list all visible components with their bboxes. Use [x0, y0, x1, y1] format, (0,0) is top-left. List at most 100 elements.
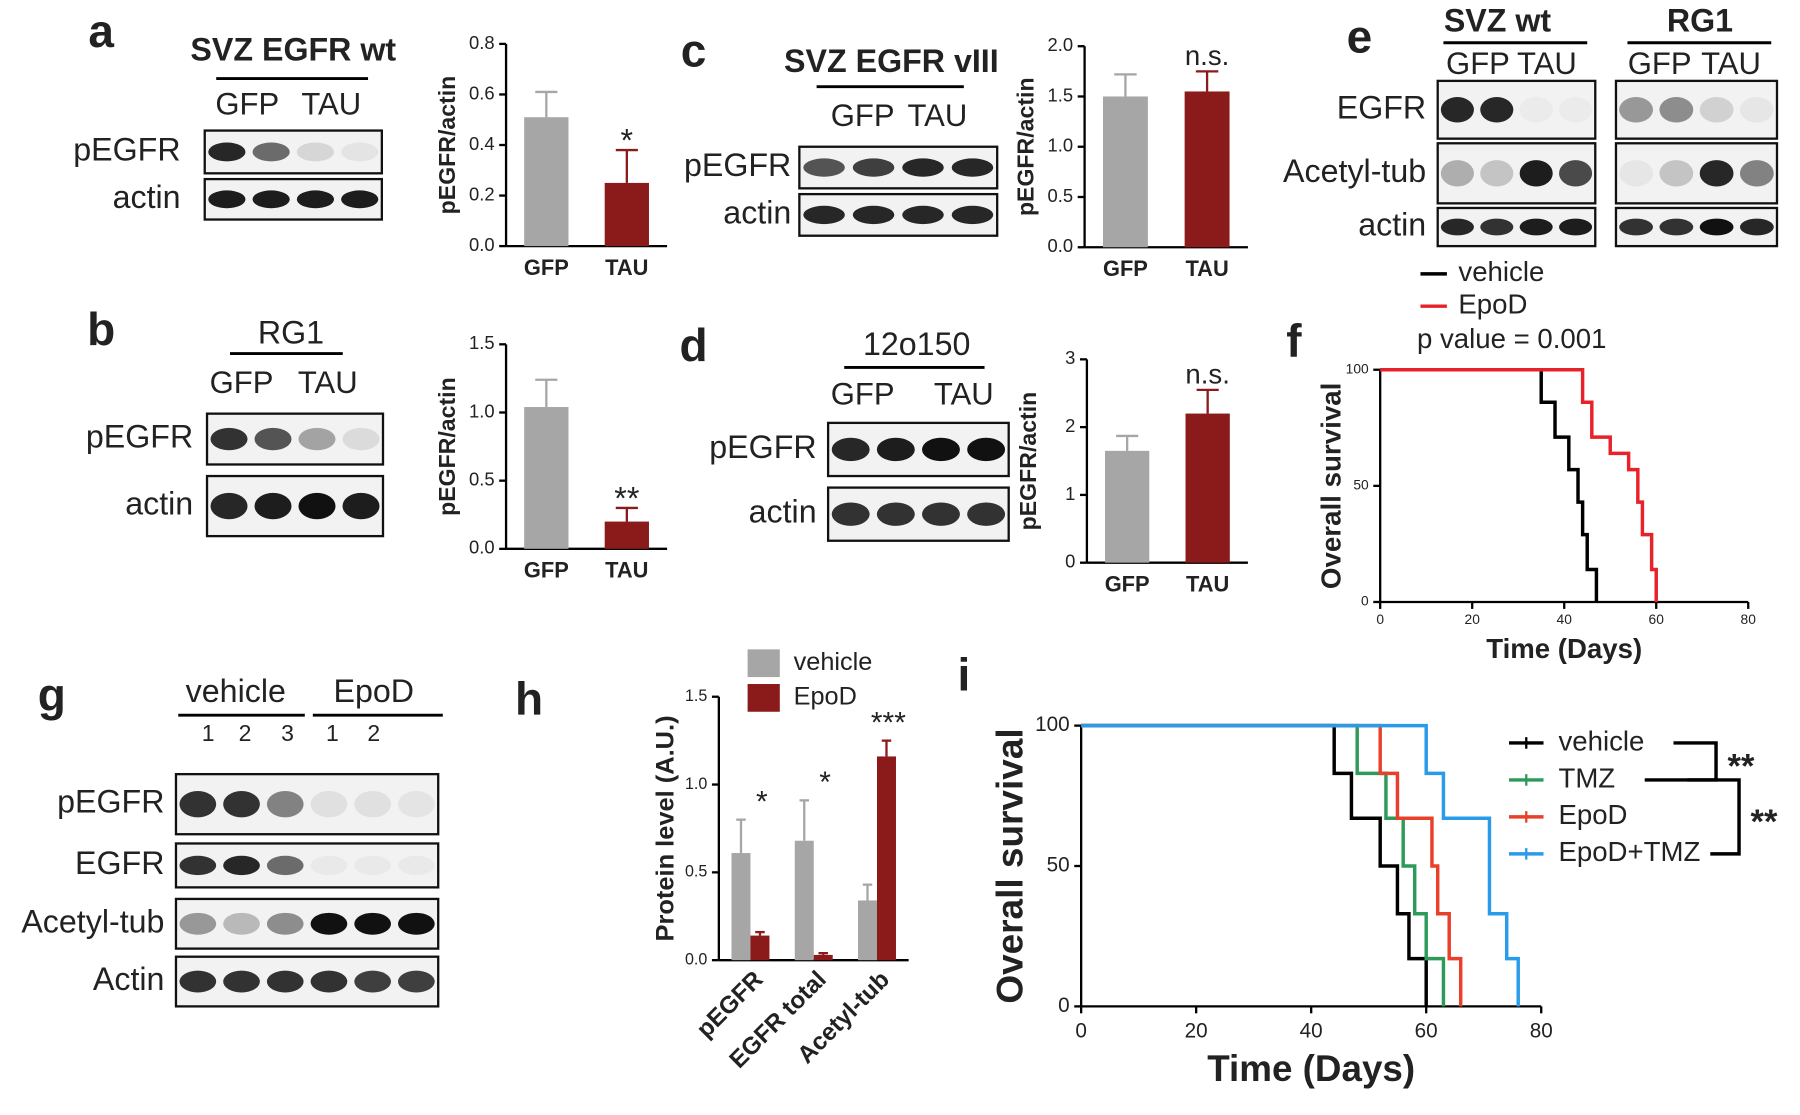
lane-label: 1: [202, 720, 215, 746]
row-label: Acetyl-tub: [1283, 153, 1426, 189]
band: [354, 790, 392, 818]
x-tick-label: TAU: [605, 255, 648, 280]
band: [398, 912, 435, 935]
band: [179, 855, 217, 876]
x-tick-label: GFP: [524, 558, 569, 583]
y-tick-label: 0.5: [685, 863, 707, 881]
x-tick-label: TAU: [1185, 256, 1228, 281]
survival-curve: [1380, 368, 1599, 602]
band: [223, 912, 260, 935]
band: [296, 190, 335, 209]
band: [354, 855, 392, 876]
band: [902, 205, 944, 225]
x-tick-label: 60: [1649, 611, 1665, 627]
band: [310, 790, 348, 818]
bar: [604, 182, 649, 247]
y-tick-label: 1.0: [1048, 135, 1074, 156]
x-tick-label: 80: [1741, 611, 1757, 627]
band: [341, 142, 379, 162]
band: [210, 427, 248, 451]
x-tick-label: 40: [1300, 1019, 1323, 1042]
y-tick-label: 0.6: [469, 82, 495, 103]
band: [223, 970, 260, 993]
lane-label: GFP: [1628, 46, 1692, 81]
panel-letter: a: [88, 5, 114, 57]
band: [852, 158, 895, 177]
bar: [876, 756, 896, 961]
panel-letter: h: [515, 673, 543, 725]
lane-label: GFP: [215, 86, 279, 121]
x-tick-label: 0: [1376, 611, 1384, 627]
significance-bracket: [1673, 741, 1718, 782]
band: [876, 437, 915, 462]
y-tick-label: 1: [1065, 483, 1075, 504]
band: [179, 790, 217, 818]
band: [1739, 160, 1774, 187]
lane-label: GFP: [210, 365, 274, 400]
bar: [813, 954, 833, 961]
y-tick-label: 100: [1035, 713, 1070, 736]
band: [852, 205, 895, 225]
band: [1699, 97, 1734, 123]
blot-title: SVZ wt: [1444, 3, 1552, 39]
y-axis-label: pEGFR/actin: [1015, 392, 1041, 531]
band: [1559, 97, 1592, 122]
band: [310, 855, 348, 876]
lane-label: 2: [367, 720, 380, 746]
band: [266, 912, 304, 935]
band: [223, 790, 260, 818]
band: [951, 205, 994, 225]
band: [1480, 160, 1514, 187]
band: [1440, 97, 1474, 123]
y-tick-label: 0.5: [1048, 185, 1074, 206]
x-tick-label: GFP: [524, 255, 569, 280]
band: [398, 855, 435, 876]
survival-curve: [1081, 723, 1428, 1007]
x-tick-label: 60: [1415, 1019, 1438, 1042]
y-tick-label: 0.4: [469, 133, 495, 154]
band: [1559, 218, 1593, 236]
band: [266, 855, 304, 876]
y-tick-label: 50: [1047, 853, 1070, 876]
legend-label: vehicle: [794, 648, 873, 676]
legend-label: vehicle: [1558, 725, 1644, 756]
band: [831, 437, 870, 462]
lane-label: GFP: [1446, 46, 1510, 81]
bar: [524, 117, 569, 247]
blot-strip: [174, 897, 440, 950]
band: [310, 912, 348, 935]
band: [1739, 218, 1774, 236]
band: [342, 427, 380, 451]
row-label: pEGFR: [57, 784, 164, 820]
y-tick-label: 2.0: [1048, 34, 1074, 55]
blot-title: RG1: [1667, 3, 1733, 39]
x-tick-label: GFP: [1103, 256, 1148, 281]
blot-strip: [174, 772, 440, 836]
significance: **: [614, 480, 639, 516]
band: [1699, 218, 1734, 236]
y-axis-label: pEGFR/actin: [1013, 77, 1039, 216]
band: [1519, 160, 1553, 187]
band: [298, 427, 336, 451]
band: [1659, 160, 1694, 187]
band: [179, 970, 217, 993]
lane-label: TAU: [298, 365, 358, 400]
lane-label: GFP: [831, 98, 895, 133]
band: [922, 437, 960, 462]
row-label: pEGFR: [709, 429, 816, 465]
band: [1519, 218, 1553, 236]
panel-letter: e: [1347, 11, 1373, 63]
blot-strip: [203, 129, 384, 175]
y-axis-label: Overall survival: [989, 728, 1030, 1003]
lane-label: 3: [281, 720, 294, 746]
band: [876, 502, 915, 526]
blot-title: 12o150: [863, 326, 970, 362]
row-label: pEGFR: [86, 419, 193, 455]
band: [398, 970, 435, 993]
y-tick-label: 2: [1065, 415, 1075, 436]
blot-strip: [1614, 79, 1779, 140]
band: [354, 912, 392, 935]
x-tick-label: 20: [1185, 1019, 1208, 1042]
band: [1480, 218, 1514, 236]
